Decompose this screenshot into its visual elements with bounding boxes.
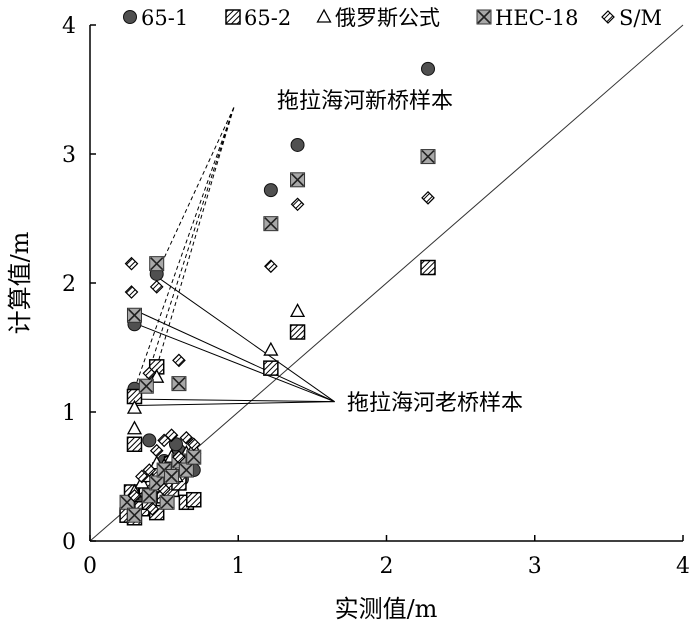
- x-tick-label: 0: [83, 554, 97, 579]
- y-tick-label: 4: [62, 14, 76, 39]
- data-point: [164, 428, 179, 443]
- data-point: [126, 507, 142, 523]
- legend-marker: [225, 9, 241, 25]
- y-tick-label: 2: [62, 272, 76, 297]
- data-point: [172, 450, 186, 464]
- y-tick-label: 0: [62, 530, 76, 555]
- leader-line-old-bridge: [134, 398, 335, 403]
- annotation-old-bridge: 拖拉海河老桥样本: [347, 391, 523, 416]
- data-point: [142, 463, 157, 477]
- data-point: [290, 137, 305, 152]
- data-point: [142, 366, 157, 381]
- y-tick-label: 1: [62, 401, 76, 426]
- annotation-layer: 拖拉海河新桥样本 拖拉海河老桥样本: [277, 89, 523, 416]
- data-point: [138, 378, 154, 394]
- legend-marker: [476, 9, 492, 25]
- legend-label: 俄罗斯公式: [335, 6, 440, 30]
- data-point: [164, 469, 180, 484]
- data-point: [124, 285, 139, 299]
- data-point: [135, 469, 149, 484]
- y-axis-label: 计算值/m: [6, 231, 34, 334]
- data-point: [263, 183, 278, 198]
- leader-line-old-bridge: [137, 310, 335, 403]
- x-tick-label: 4: [676, 554, 690, 579]
- legend-marker: [123, 10, 137, 24]
- data-point: [157, 482, 171, 497]
- data-point: [149, 256, 165, 272]
- data-point: [145, 501, 160, 516]
- leader-line-old-bridge: [137, 323, 335, 403]
- data-point: [124, 256, 139, 271]
- leader-line-old-bridge: [134, 401, 335, 407]
- legend-label: HEC-18: [495, 6, 579, 30]
- data-point: [149, 280, 164, 294]
- legend-label: 65-2: [244, 6, 291, 30]
- leader-line-new-bridge: [134, 107, 235, 389]
- x-tick-label: 2: [380, 554, 394, 579]
- legend-marker: [316, 8, 332, 23]
- data-point: [263, 216, 279, 232]
- data-point: [149, 443, 164, 458]
- series-HEC-18: [119, 149, 436, 523]
- data-point: [172, 353, 186, 368]
- data-point: [126, 420, 143, 435]
- data-point: [263, 341, 279, 356]
- data-point: [141, 488, 157, 504]
- data-point: [126, 436, 143, 452]
- data-point: [420, 259, 436, 276]
- data-point: [168, 437, 183, 452]
- x-tick-label: 1: [231, 554, 245, 579]
- data-point: [142, 433, 157, 448]
- data-point: [289, 324, 306, 340]
- tick-layer: 0 1 2 3 4 0 1 2 3 4: [62, 14, 690, 579]
- y-tick-label: 3: [62, 143, 76, 168]
- leader-layer: [134, 107, 335, 407]
- data-point: [171, 376, 187, 392]
- leader-line-new-bridge: [144, 107, 235, 384]
- data-point: [289, 303, 306, 318]
- leader-line-old-bridge: [156, 276, 335, 403]
- data-point: [126, 399, 143, 414]
- data-point: [186, 437, 201, 452]
- data-point: [159, 494, 175, 510]
- legend-label: 65-1: [141, 6, 188, 30]
- data-point: [420, 149, 436, 165]
- data-point: [421, 191, 435, 205]
- data-point: [290, 197, 305, 212]
- series-S/M: [124, 191, 435, 516]
- annotation-new-bridge: 拖拉海河新桥样本: [277, 89, 453, 114]
- data-point: [127, 489, 142, 503]
- marker-layer: [119, 61, 436, 526]
- legend-item: 65-1: [123, 6, 188, 30]
- leader-line-new-bridge: [156, 107, 235, 275]
- legend-marker: [601, 10, 615, 24]
- legend-item: S/M: [601, 6, 662, 30]
- x-tick-label: 3: [528, 554, 542, 579]
- data-point: [186, 449, 202, 465]
- data-point: [186, 491, 202, 508]
- data-point: [126, 307, 142, 323]
- legend: 65-1 65-2 俄罗斯公式 HEC-18 S/M: [123, 6, 662, 30]
- data-point: [421, 61, 436, 76]
- data-point: [290, 172, 306, 188]
- data-point: [178, 462, 194, 478]
- legend-item: 65-2: [225, 6, 291, 30]
- legend-item: HEC-18: [476, 6, 579, 30]
- legend-label: S/M: [619, 6, 662, 30]
- data-point: [264, 259, 278, 274]
- data-point: [263, 360, 279, 376]
- leader-line-new-bridge: [156, 107, 235, 367]
- data-point: [179, 430, 194, 445]
- legend-item: 俄罗斯公式: [316, 6, 440, 30]
- x-axis-label: 实测值/m: [335, 595, 438, 623]
